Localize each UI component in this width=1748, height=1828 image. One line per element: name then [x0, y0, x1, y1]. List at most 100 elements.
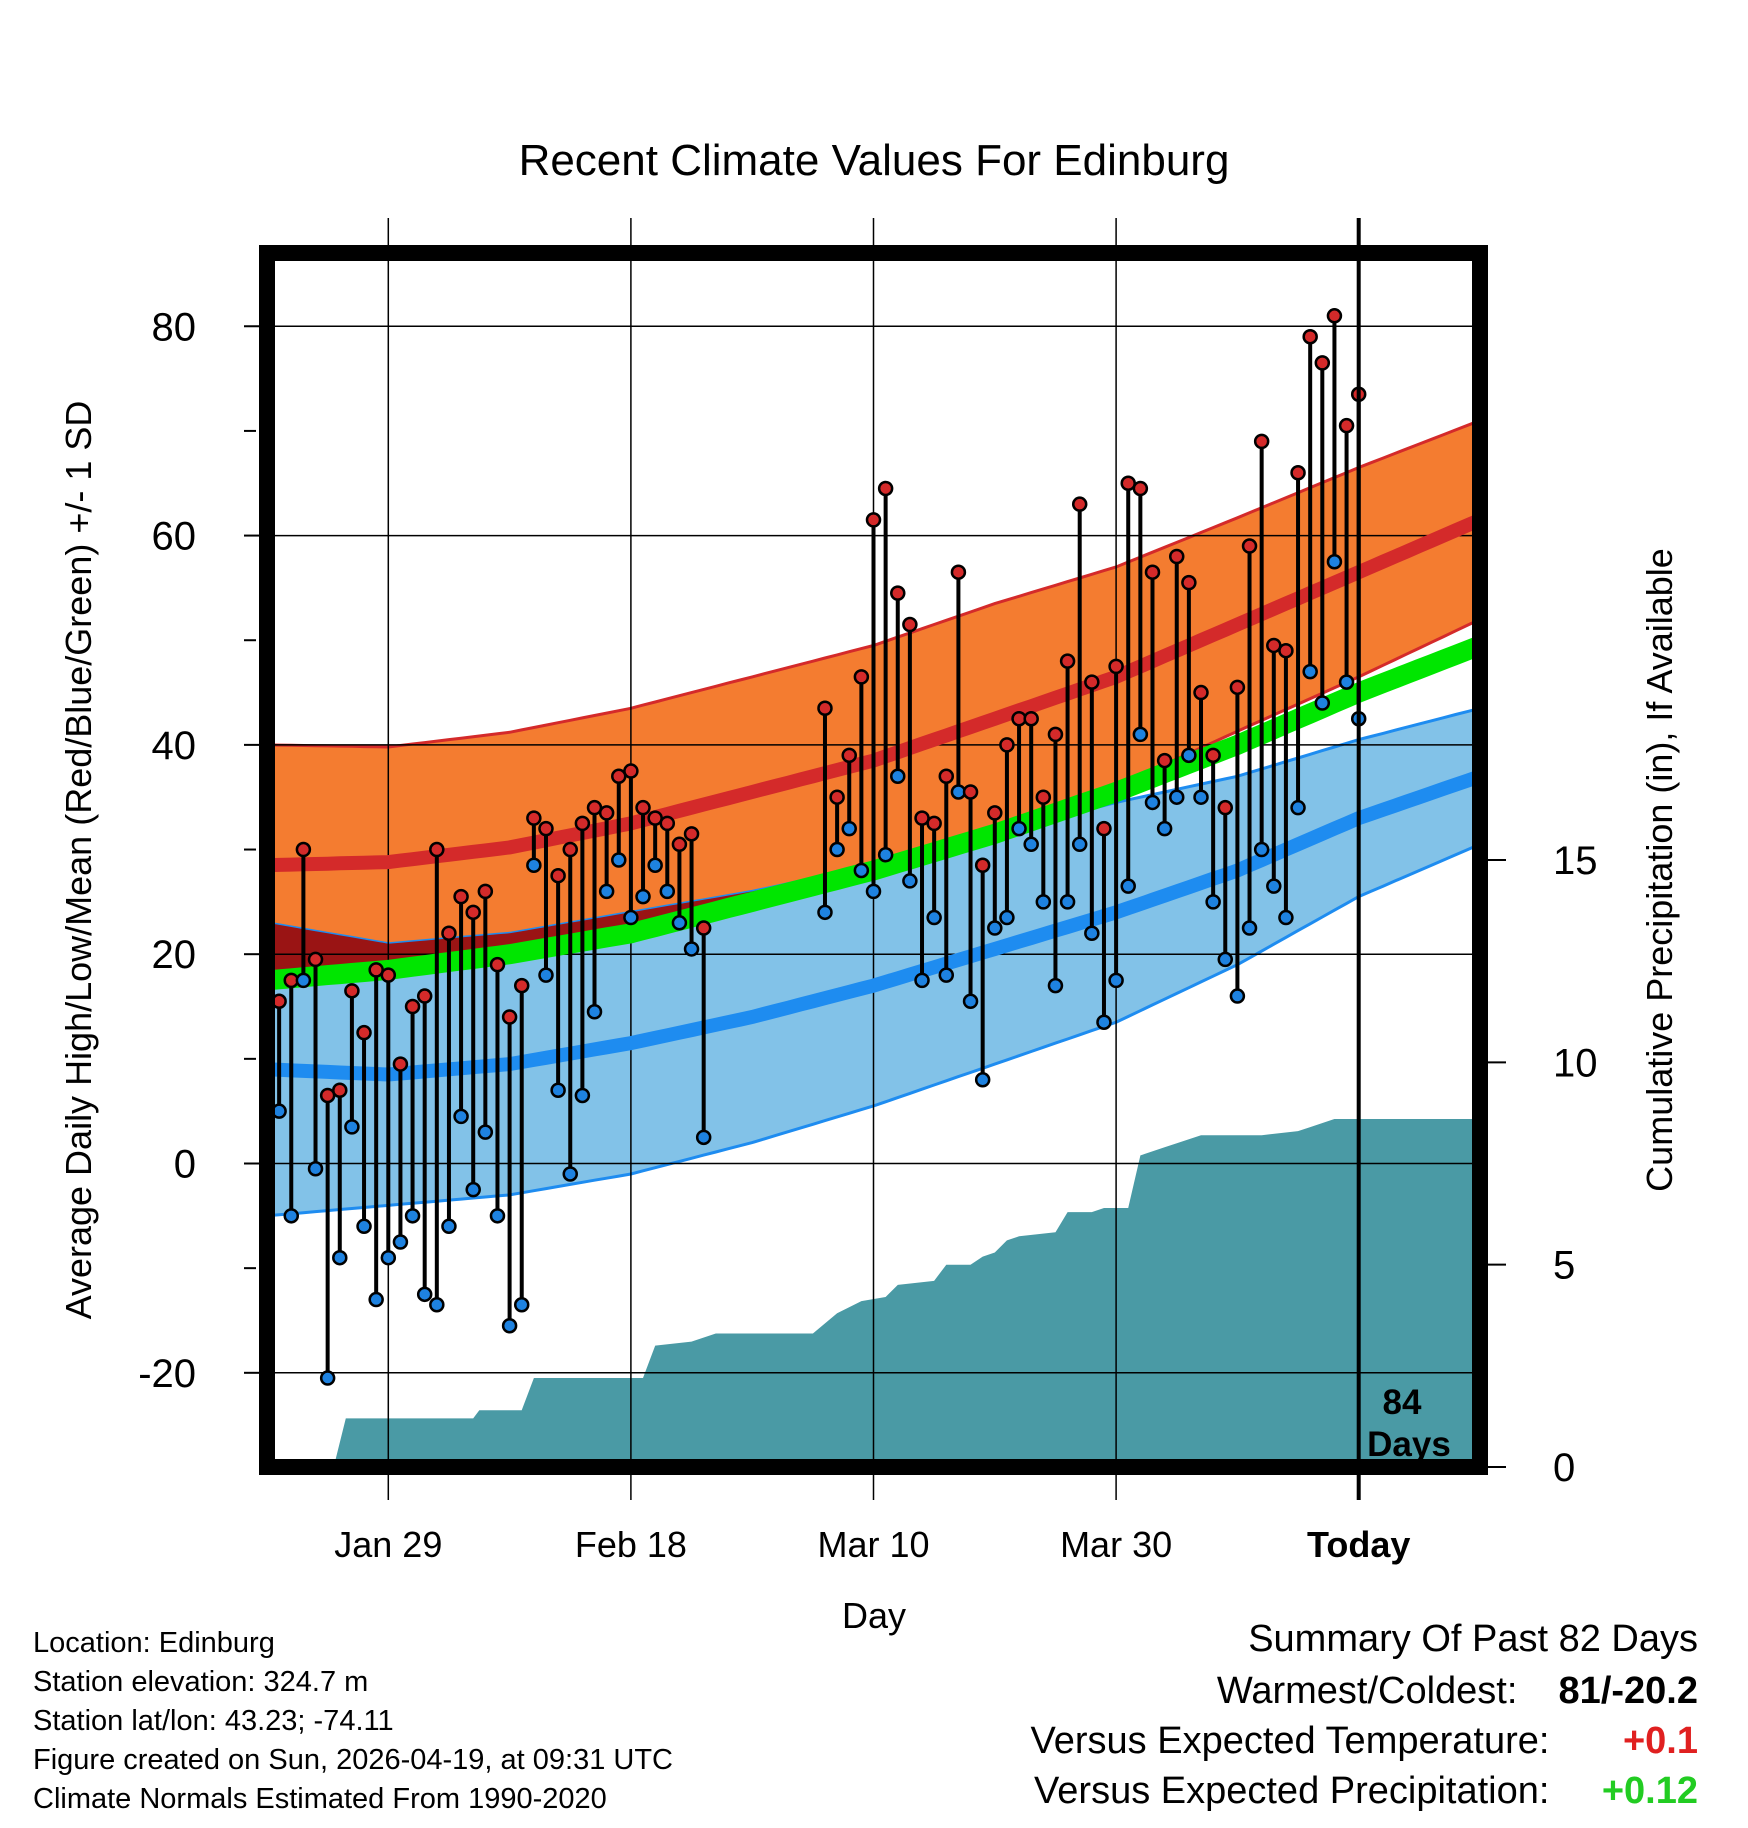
warmest-coldest-value: 81/-20.2: [1558, 1670, 1698, 1712]
daily-observations: [259, 308, 1367, 1386]
daily-low-point: [962, 993, 979, 1010]
precipitation-row: Versus Expected Precipitation: +0.12: [1031, 1770, 1698, 1820]
daily-low-point: [671, 915, 688, 931]
daily-low-point: [1278, 909, 1294, 926]
daily-low-point: [659, 883, 676, 900]
daily-high-point: [1169, 548, 1185, 565]
daily-high-point: [344, 983, 360, 999]
daily-high-point: [1156, 752, 1173, 769]
normals-text: Climate Normals Estimated From 1990-2020: [33, 1783, 607, 1815]
axes: -20 0 20 40 60 80 0 5 10 15 Jan 29 Feb 18 Mar 10 Mar …: [138, 218, 1598, 1565]
daily-low-point: [1217, 951, 1234, 968]
daily-low-point: [380, 1249, 397, 1266]
daily-low-point: [817, 904, 833, 921]
daily-high-point: [295, 841, 312, 858]
daily-high-point: [659, 815, 676, 832]
daily-low-point: [865, 883, 882, 900]
daily-high-point: [1023, 710, 1039, 727]
y-axis-label: Average Daily High/Low/Mean (Red/Blue/Gr…: [58, 401, 99, 1320]
daily-low-point: [513, 1297, 530, 1313]
daily-low-point: [1266, 878, 1282, 894]
created-text: Figure created on Sun, 2026-04-19, at 09…: [33, 1744, 673, 1776]
daily-high-point: [1241, 538, 1258, 554]
daily-low-point: [586, 1004, 603, 1020]
daily-low-point: [841, 820, 857, 837]
daily-high-point: [902, 616, 918, 633]
daily-high-point: [1181, 574, 1197, 591]
daily-high-point: [938, 768, 955, 785]
daily-low-point: [465, 1181, 481, 1198]
daily-low-point: [1302, 663, 1318, 680]
warmest-coldest-label: Warmest/Coldest:: [1216, 1670, 1518, 1712]
daily-low-point: [538, 967, 554, 983]
daily-low-point: [987, 920, 1003, 936]
daily-high-point: [477, 883, 494, 900]
daily-low-point: [829, 841, 845, 858]
overlap-band: [267, 837, 983, 986]
daily-low-point: [416, 1286, 433, 1303]
daily-low-point: [853, 862, 870, 879]
daily-low-point: [332, 1249, 348, 1266]
daily-low-point: [1144, 794, 1161, 811]
daily-low-point: [404, 1208, 421, 1224]
daily-low-point: [647, 857, 663, 873]
y-tick-label: -20: [138, 1352, 196, 1396]
daily-low-point: [453, 1108, 469, 1125]
daily-low-point: [1047, 977, 1064, 994]
daily-high-point: [392, 1056, 409, 1072]
daily-high-point: [1229, 679, 1246, 696]
daily-low-point: [441, 1218, 457, 1235]
daily-low-point: [1314, 695, 1331, 711]
daily-low-point: [1169, 789, 1185, 805]
today-days-number: 84: [1383, 1383, 1422, 1422]
daily-high-point: [441, 925, 457, 942]
x-tick-label: Feb 18: [575, 1524, 687, 1565]
daily-high-point: [817, 700, 833, 716]
daily-low-point: [550, 1082, 566, 1098]
daily-low-point: [526, 857, 542, 873]
daily-low-point: [1290, 799, 1306, 816]
daily-high-point: [623, 763, 639, 779]
daily-high-point: [526, 810, 542, 826]
temperature-label: Versus Expected Temperature:: [1030, 1720, 1550, 1762]
daily-low-point: [877, 847, 894, 863]
daily-low-point: [1120, 878, 1136, 894]
daily-high-point: [1253, 433, 1270, 450]
daily-low-point: [1011, 820, 1027, 837]
daily-high-point: [574, 815, 591, 832]
y-tick-label: 40: [152, 724, 197, 768]
y2-tick-label: 10: [1553, 1041, 1598, 1085]
daily-high-point: [1035, 789, 1052, 805]
daily-high-point: [1302, 328, 1318, 345]
x-tick-label: Today: [1307, 1524, 1410, 1565]
daily-high-point: [683, 826, 700, 842]
daily-high-point: [635, 799, 651, 816]
daily-high-point: [962, 784, 979, 800]
daily-high-point: [926, 815, 942, 832]
daily-high-point: [853, 669, 870, 685]
daily-low-point: [1156, 820, 1173, 837]
daily-high-point: [416, 988, 433, 1004]
daily-low-point: [1108, 972, 1124, 989]
y-tick-label: 0: [174, 1143, 196, 1187]
daily-high-point: [999, 737, 1015, 753]
daily-high-point: [1326, 308, 1343, 324]
daily-high-point: [865, 512, 882, 528]
daily-low-point: [1193, 789, 1209, 805]
daily-low-point: [392, 1234, 409, 1250]
daily-low-point: [1181, 747, 1197, 764]
daily-low-point: [683, 941, 700, 957]
daily-high-point: [950, 564, 967, 580]
daily-high-point: [356, 1024, 372, 1041]
station-info: Location: Edinburg Station elevation: 32…: [33, 1624, 673, 1819]
daily-low-point: [1326, 553, 1343, 570]
daily-low-point: [1253, 841, 1270, 858]
daily-high-point: [453, 888, 469, 905]
daily-high-point: [1290, 465, 1306, 481]
x-tick-label: Mar 30: [1060, 1524, 1172, 1565]
daily-low-point: [1084, 925, 1100, 942]
daily-high-point: [380, 967, 397, 983]
daily-high-point: [465, 904, 481, 921]
daily-high-point: [695, 920, 712, 936]
